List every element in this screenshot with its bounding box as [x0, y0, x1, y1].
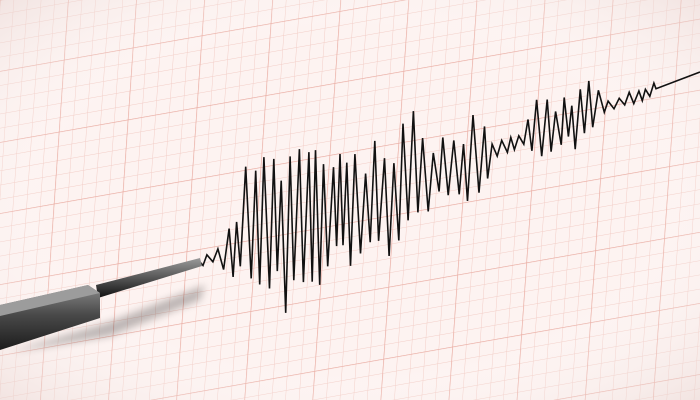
seismograph-stylus-icon: [0, 258, 205, 352]
seismic-trace: [199, 71, 700, 313]
